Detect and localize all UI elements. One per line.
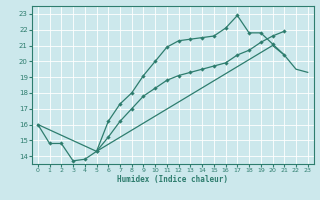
X-axis label: Humidex (Indice chaleur): Humidex (Indice chaleur) [117,175,228,184]
